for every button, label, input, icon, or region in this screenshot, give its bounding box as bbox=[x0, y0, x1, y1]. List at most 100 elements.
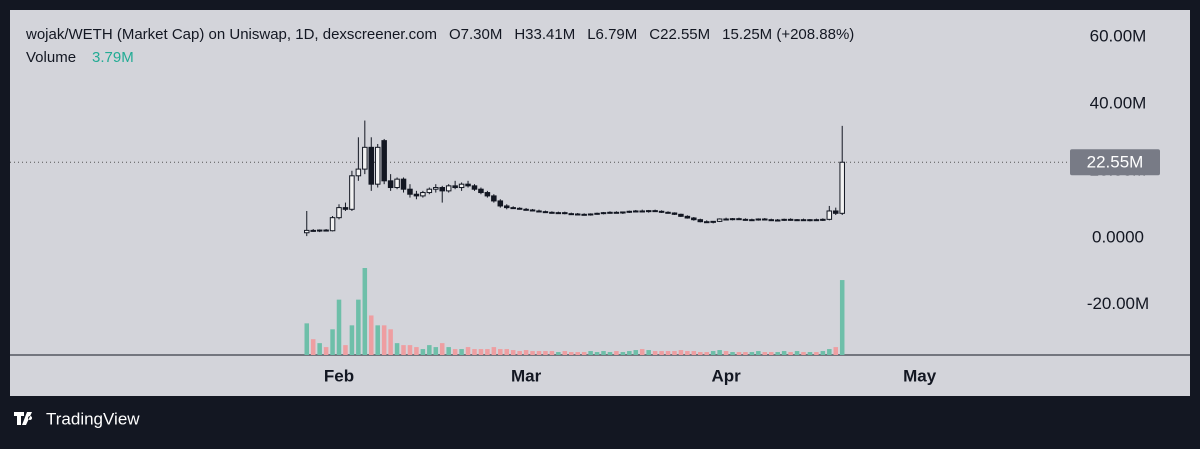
candle-body bbox=[529, 209, 536, 212]
volume-bar bbox=[485, 349, 490, 355]
candle-body bbox=[555, 212, 562, 215]
candle-body bbox=[678, 213, 684, 217]
volume-bar bbox=[698, 352, 703, 355]
candle-body bbox=[510, 207, 516, 210]
volume-bar bbox=[323, 347, 329, 355]
volume-bar bbox=[388, 329, 393, 355]
candle-body bbox=[342, 207, 349, 210]
candle-body bbox=[336, 207, 342, 219]
candle-body bbox=[703, 221, 710, 224]
candle-body bbox=[794, 219, 800, 222]
volume-bar bbox=[362, 268, 368, 355]
volume-bar bbox=[549, 351, 555, 355]
candle-body bbox=[491, 195, 497, 202]
volume-bar bbox=[627, 351, 632, 355]
volume-bar bbox=[433, 347, 439, 355]
candle-body bbox=[503, 205, 510, 209]
volume-bar bbox=[394, 343, 400, 355]
volume-bar bbox=[723, 351, 729, 355]
volume-bar bbox=[556, 352, 561, 355]
volume-bar bbox=[459, 349, 464, 355]
candle-body bbox=[484, 192, 491, 197]
volume-bar bbox=[330, 329, 335, 355]
volume-bar bbox=[633, 350, 639, 355]
candle-body bbox=[658, 210, 665, 213]
volume-bar bbox=[510, 350, 516, 355]
candle-body bbox=[774, 219, 781, 222]
volume-bar bbox=[336, 299, 342, 355]
candle-body bbox=[394, 178, 400, 189]
volume-bar bbox=[704, 352, 709, 355]
candle-body bbox=[349, 175, 355, 210]
volume-bar bbox=[439, 343, 445, 355]
volume-bar bbox=[427, 345, 432, 355]
volume-bar bbox=[562, 351, 568, 355]
x-tick-label: Apr bbox=[711, 366, 741, 385]
candle-body bbox=[671, 212, 678, 215]
volume-bar bbox=[775, 352, 780, 355]
volume-bar bbox=[536, 351, 542, 355]
volume-bar bbox=[401, 345, 406, 355]
volume-bar bbox=[498, 349, 503, 355]
chart-panel bbox=[10, 10, 1190, 396]
candle-body bbox=[323, 229, 329, 232]
volume-bar bbox=[814, 352, 819, 355]
candle-body bbox=[652, 210, 658, 213]
volume-bar bbox=[807, 352, 813, 355]
candle-body bbox=[387, 180, 394, 189]
y-tick-label: 60.00M bbox=[1090, 26, 1147, 45]
candle-body bbox=[729, 218, 736, 221]
volume-bar bbox=[543, 351, 548, 355]
volume-bar bbox=[710, 351, 716, 355]
volume-bar bbox=[794, 351, 800, 355]
volume-bar bbox=[594, 352, 600, 355]
y-tick-label: 0.0000 bbox=[1092, 227, 1144, 246]
candle-body bbox=[329, 217, 336, 232]
candle-body bbox=[768, 219, 775, 222]
x-tick-label: Mar bbox=[511, 366, 542, 385]
volume-bar bbox=[381, 325, 387, 355]
x-tick-label: May bbox=[903, 366, 937, 385]
candle-body bbox=[303, 229, 310, 234]
volume-bar bbox=[768, 352, 774, 355]
volume-bar bbox=[581, 352, 587, 355]
candle-body bbox=[471, 185, 478, 190]
volume-bar bbox=[420, 349, 426, 355]
volume-bar bbox=[717, 350, 722, 355]
candle-body bbox=[684, 215, 691, 219]
volume-bar bbox=[304, 323, 310, 355]
volume-bar bbox=[620, 352, 626, 355]
volume-bar bbox=[820, 351, 826, 355]
candle-body bbox=[607, 211, 613, 214]
candle-body bbox=[832, 210, 839, 214]
candle-body bbox=[665, 211, 671, 214]
volume-bar bbox=[743, 352, 748, 355]
volume-bar bbox=[781, 351, 787, 355]
volume-bar bbox=[446, 347, 451, 355]
volume-bar bbox=[530, 351, 535, 355]
candle-body bbox=[813, 219, 820, 222]
candle-body bbox=[639, 210, 645, 213]
volume-bar bbox=[659, 351, 664, 355]
volume-label: Volume bbox=[26, 49, 76, 66]
candle-body bbox=[826, 210, 833, 220]
candle-body bbox=[458, 183, 465, 189]
candle-body bbox=[452, 185, 458, 189]
candle-body bbox=[613, 211, 620, 214]
volume-bar bbox=[472, 349, 477, 355]
candle-body bbox=[787, 218, 794, 221]
volume-bar bbox=[349, 325, 355, 355]
ohlc-label: 15.25M (+208.88%) bbox=[722, 26, 854, 43]
volume-bar bbox=[839, 280, 845, 355]
x-tick-label: Feb bbox=[324, 366, 354, 385]
candle-body bbox=[439, 187, 445, 192]
candle-body bbox=[781, 218, 787, 221]
candle-body bbox=[433, 187, 439, 190]
candle-body bbox=[716, 218, 723, 222]
candle-body bbox=[413, 193, 420, 197]
candle-body bbox=[800, 219, 807, 222]
candle-body bbox=[549, 211, 555, 214]
candle-body bbox=[723, 218, 729, 221]
candle-body bbox=[368, 146, 375, 185]
